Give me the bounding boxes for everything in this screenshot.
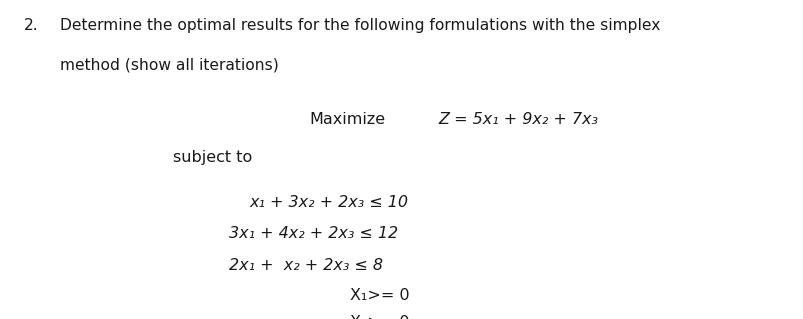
Text: Maximize: Maximize [309,112,385,127]
Text: 2.: 2. [24,18,39,33]
Text: X₂>= 0: X₂>= 0 [349,315,409,319]
Text: x₁ + 3x₂ + 2x₃ ≤ 10: x₁ + 3x₂ + 2x₃ ≤ 10 [249,195,408,210]
Text: 2x₁ +  x₂ + 2x₃ ≤ 8: 2x₁ + x₂ + 2x₃ ≤ 8 [229,258,383,273]
Text: subject to: subject to [173,150,252,165]
Text: Determine the optimal results for the following formulations with the simplex: Determine the optimal results for the fo… [60,18,660,33]
Text: X₁>= 0: X₁>= 0 [349,288,409,303]
Text: Z = 5x₁ + 9x₂ + 7x₃: Z = 5x₁ + 9x₂ + 7x₃ [438,112,597,127]
Text: 3x₁ + 4x₂ + 2x₃ ≤ 12: 3x₁ + 4x₂ + 2x₃ ≤ 12 [229,226,397,241]
Text: method (show all iterations): method (show all iterations) [60,57,279,72]
